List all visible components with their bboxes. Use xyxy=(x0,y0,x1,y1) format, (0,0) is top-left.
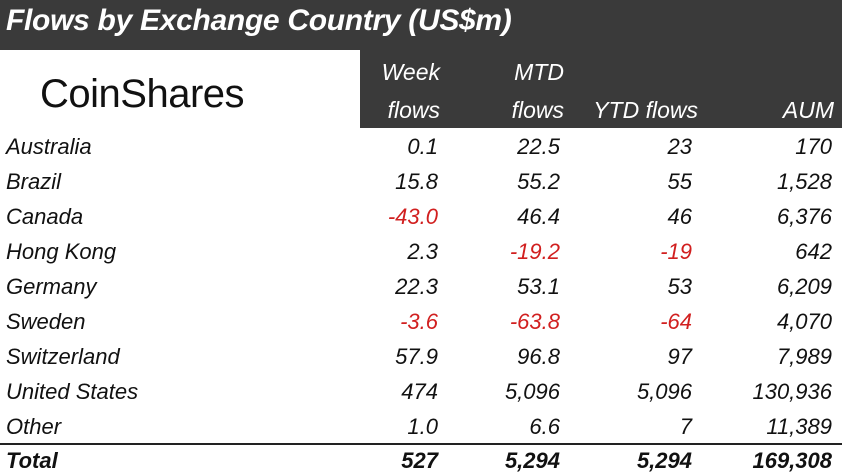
header-ytd: YTD flows xyxy=(593,97,698,123)
week-flows-cell: 57.9 xyxy=(395,344,438,369)
country-cell: Canada xyxy=(6,204,84,229)
mtd-flows-cell: 22.5 xyxy=(517,134,560,159)
week-flows-cell: -43.0 xyxy=(387,204,438,229)
ytd-flows-cell: 7 xyxy=(679,414,692,439)
table-row: Australia 0.1 22.5 23 170 xyxy=(0,130,842,165)
country-cell: Australia xyxy=(6,134,92,159)
logo-area xyxy=(0,50,360,128)
aum-cell: 6,376 xyxy=(776,204,832,229)
aum-cell: 7,989 xyxy=(776,344,832,369)
ytd-flows-cell: -64 xyxy=(660,309,692,334)
ytd-flows-cell: 23 xyxy=(667,134,692,159)
week-flows-cell: 1.0 xyxy=(407,414,438,439)
aum-cell: 11,389 xyxy=(766,414,832,439)
ytd-flows-cell: 55 xyxy=(667,169,692,194)
header-aum: AUM xyxy=(782,97,834,123)
mtd-flows-cell: 55.2 xyxy=(517,169,560,194)
total-ytd: 5,294 xyxy=(636,448,692,473)
aum-cell: 1,528 xyxy=(776,169,832,194)
table-row: Canada -43.0 46.4 46 6,376 xyxy=(0,200,842,235)
coinshares-logo: CoinShares xyxy=(40,72,245,116)
total-aum: 169,308 xyxy=(752,448,832,473)
table-row: Germany 22.3 53.1 53 6,209 xyxy=(0,270,842,305)
week-flows-cell: 22.3 xyxy=(395,274,438,299)
header-mtd-line2: flows xyxy=(511,97,564,123)
ytd-flows-cell: 5,096 xyxy=(636,379,692,404)
total-label: Total xyxy=(6,448,58,473)
total-mtd: 5,294 xyxy=(504,448,560,473)
country-cell: Switzerland xyxy=(6,344,120,369)
page-title: Flows by Exchange Country (US$m) xyxy=(6,4,512,37)
country-cell: Brazil xyxy=(6,169,62,194)
country-cell: Sweden xyxy=(6,309,86,334)
mtd-flows-cell: 6.6 xyxy=(529,414,560,439)
week-flows-cell: 15.8 xyxy=(395,169,438,194)
aum-cell: 130,936 xyxy=(752,379,832,404)
country-cell: Other xyxy=(6,414,62,439)
ytd-flows-cell: 97 xyxy=(667,344,692,369)
header-week-line2: flows xyxy=(387,97,440,123)
ytd-flows-cell: 46 xyxy=(667,204,692,229)
week-flows-cell: 2.3 xyxy=(407,239,438,264)
ytd-flows-cell: -19 xyxy=(660,239,692,264)
mtd-flows-cell: 5,096 xyxy=(504,379,560,404)
table-row: Hong Kong 2.3 -19.2 -19 642 xyxy=(0,235,842,270)
table-row: Other 1.0 6.6 7 11,389 xyxy=(0,410,842,445)
country-cell: Hong Kong xyxy=(6,239,117,264)
country-cell: Germany xyxy=(6,274,97,299)
week-flows-cell: 474 xyxy=(401,379,438,404)
mtd-flows-cell: -19.2 xyxy=(509,239,560,264)
week-flows-cell: 0.1 xyxy=(407,134,438,159)
aum-cell: 170 xyxy=(795,134,832,159)
total-divider xyxy=(0,443,842,445)
mtd-flows-cell: 46.4 xyxy=(517,204,560,229)
table-row: Switzerland 57.9 96.8 97 7,989 xyxy=(0,340,842,375)
week-flows-cell: -3.6 xyxy=(400,309,438,334)
mtd-flows-cell: 53.1 xyxy=(517,274,560,299)
ytd-flows-cell: 53 xyxy=(667,274,692,299)
header-mtd-line1: MTD xyxy=(514,59,564,85)
mtd-flows-cell: 96.8 xyxy=(517,344,560,369)
country-cell: United States xyxy=(6,379,139,404)
title-bar: Flows by Exchange Country (US$m) xyxy=(0,0,842,50)
table-row: Sweden -3.6 -63.8 -64 4,070 xyxy=(0,305,842,340)
table-row: Brazil 15.8 55.2 55 1,528 xyxy=(0,165,842,200)
mtd-flows-cell: -63.8 xyxy=(509,309,560,334)
total-week: 527 xyxy=(401,448,438,473)
aum-cell: 642 xyxy=(795,239,832,264)
total-row: Total 527 5,294 5,294 169,308 xyxy=(0,444,842,473)
aum-cell: 4,070 xyxy=(776,309,832,334)
aum-cell: 6,209 xyxy=(776,274,832,299)
table-row: United States 474 5,096 5,096 130,936 xyxy=(0,375,842,410)
header-week-line1: Week xyxy=(381,59,440,85)
